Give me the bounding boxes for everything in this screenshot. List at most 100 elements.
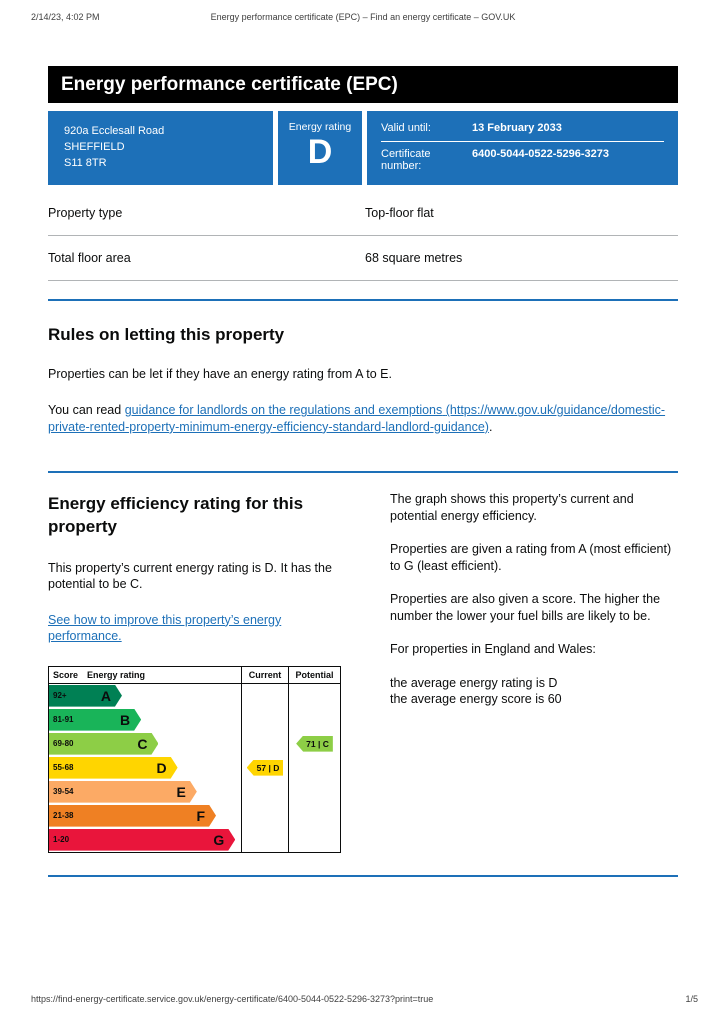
current-rating-marker: 57 | D	[246, 759, 284, 776]
property-type-value: Top-floor flat	[365, 205, 434, 220]
potential-column-cell: 71 | C	[288, 731, 340, 756]
energy-rating-value: D	[307, 133, 333, 171]
section-divider	[48, 298, 678, 301]
chart-band-row-d: 55-68 D 57 | D	[49, 755, 340, 780]
landlord-guidance-link-url: (https://www.gov.uk/guidance/domestic-pr…	[48, 403, 666, 434]
explanation-paragraph: The graph shows this property’s current …	[390, 492, 634, 523]
improve-performance-link[interactable]: See how to improve this property’s energ…	[48, 612, 282, 644]
potential-column-cell	[288, 779, 340, 804]
print-url: https://find-energy-certificate.service.…	[31, 994, 434, 1004]
section-divider	[48, 471, 678, 474]
explanation-paragraph: For properties in England and Wales:	[390, 642, 596, 657]
current-column-cell	[241, 827, 288, 852]
potential-column-cell	[288, 827, 340, 852]
property-type-row: Property type Top-floor flat	[48, 191, 678, 235]
average-rating-line: the average energy rating is D	[390, 675, 558, 690]
rules-paragraph-2: You can read guidance for landlords on t…	[48, 402, 678, 435]
address-line-2: SHEFFIELD	[64, 140, 125, 153]
band-score-range: 21-38	[53, 811, 74, 821]
chart-col-score: Score	[53, 669, 79, 680]
efficiency-heading: Energy efficiency rating for this proper…	[48, 494, 304, 536]
current-rating-paragraph: This property’s current energy rating is…	[48, 560, 332, 592]
certificate-page: Energy performance certificate (EPC) 920…	[48, 66, 678, 877]
property-details: Property type Top-floor flat Total floor…	[48, 191, 678, 281]
valid-until-date: 13 February 2033	[472, 122, 562, 134]
rating-band-b: 81-91 B	[49, 709, 141, 731]
validity-box: Valid until: 13 February 2033 Certificat…	[367, 111, 678, 185]
band-area: 55-68 D	[49, 756, 241, 780]
chart-band-row-g: 1-20 G	[49, 827, 340, 852]
floor-area-value: 68 square metres	[365, 250, 463, 265]
rating-band-g: 1-20 G	[49, 829, 235, 851]
chart-col-energy-rating: Energy rating	[87, 669, 146, 680]
address-line-1: 920a Ecclesall Road	[64, 125, 165, 137]
section-divider	[48, 874, 678, 877]
certificate-number-row: Certificate number: 6400-5044-0522-5296-…	[381, 148, 664, 172]
chart-col-potential: Potential	[288, 666, 340, 683]
band-area: 1-20 G	[49, 828, 241, 852]
band-score-range: 55-68	[53, 763, 74, 773]
epc-rating-chart: Score Energy rating Current Potential 92…	[48, 665, 341, 853]
current-column-cell	[241, 707, 288, 732]
browser-print-footer: https://find-energy-certificate.service.…	[31, 994, 698, 1004]
potential-column-cell	[288, 707, 340, 732]
potential-column-cell	[288, 755, 340, 780]
validity-divider	[381, 141, 664, 142]
band-area: 21-38 F	[49, 804, 241, 828]
current-column-cell	[241, 683, 288, 708]
certificate-title: Energy performance certificate (EPC)	[61, 73, 398, 95]
certificate-summary: 920a Ecclesall Road SHEFFIELD S11 8TR En…	[48, 111, 678, 185]
potential-column-cell	[288, 803, 340, 828]
band-letter: A	[100, 687, 111, 704]
rating-band-f: 21-38 F	[49, 805, 216, 827]
rating-column: Energy efficiency rating for this proper…	[48, 491, 341, 853]
certificate-title-banner: Energy performance certificate (EPC)	[48, 66, 678, 103]
band-score-range: 81-91	[53, 715, 74, 725]
rating-band-c: 69-80 C	[49, 733, 158, 755]
floor-area-label: Total floor area	[48, 250, 131, 265]
epc-chart-rows: 92+ A 81-91 B 69-80 C 71 | C 55-68 D 57 | D 39-54 E…	[49, 683, 340, 852]
potential-rating-marker: 71 | C	[296, 735, 333, 752]
chart-band-row-a: 92+ A	[49, 683, 340, 708]
band-letter: G	[213, 831, 225, 848]
band-letter: E	[176, 783, 186, 800]
rules-paragraph-2-suffix: .	[488, 419, 493, 434]
energy-rating-box: Energy rating D	[278, 111, 362, 185]
band-area: 92+ A	[49, 684, 241, 708]
chart-band-row-e: 39-54 E	[49, 779, 340, 804]
landlord-guidance-link-text: guidance for landlords on the regulation…	[124, 403, 443, 418]
band-area: 69-80 C	[49, 732, 241, 756]
chart-header: Score Energy rating Current Potential	[49, 666, 340, 684]
chart-col-current: Current	[241, 666, 288, 683]
chart-band-row-b: 81-91 B	[49, 707, 340, 732]
band-score-range: 69-80	[53, 739, 74, 749]
print-datetime: 2/14/23, 4:02 PM	[31, 12, 100, 22]
explanation-paragraph: Properties are given a rating from A (mo…	[390, 542, 672, 573]
band-letter: D	[156, 759, 167, 776]
valid-until-row: Valid until: 13 February 2033	[381, 122, 664, 134]
band-score-range: 39-54	[53, 787, 74, 797]
average-values: the average energy rating is D the avera…	[390, 675, 678, 708]
property-address: 920a Ecclesall Road SHEFFIELD S11 8TR	[48, 111, 273, 185]
landlord-guidance-link[interactable]: guidance for landlords on the regulation…	[48, 403, 665, 434]
current-column-cell	[241, 731, 288, 756]
certificate-number-label: Certificate number:	[381, 148, 431, 172]
rules-paragraph-2-prefix: You can read	[48, 403, 125, 418]
property-type-label: Property type	[48, 205, 123, 220]
current-column-cell	[241, 779, 288, 804]
rating-band-d: 55-68 D	[49, 757, 178, 779]
energy-rating-label: Energy rating	[288, 121, 352, 133]
browser-print-header: 2/14/23, 4:02 PM Energy performance cert…	[0, 12, 726, 26]
valid-until-label: Valid until:	[381, 122, 431, 134]
energy-efficiency-section: Energy efficiency rating for this proper…	[48, 491, 678, 853]
explanation-paragraph: Properties are also given a score. The h…	[390, 592, 661, 623]
print-page-title: Energy performance certificate (EPC) – F…	[210, 12, 516, 22]
floor-area-row: Total floor area 68 square metres	[48, 234, 678, 280]
improve-paragraph: See how to improve this property’s energ…	[48, 612, 341, 645]
rating-band-a: 92+ A	[49, 685, 122, 707]
potential-column-cell	[288, 683, 340, 708]
chart-band-row-f: 21-38 F	[49, 803, 340, 828]
rating-band-e: 39-54 E	[49, 781, 197, 803]
explanation-column: The graph shows this property’s current …	[390, 491, 678, 852]
current-column-cell: 57 | D	[241, 755, 288, 780]
